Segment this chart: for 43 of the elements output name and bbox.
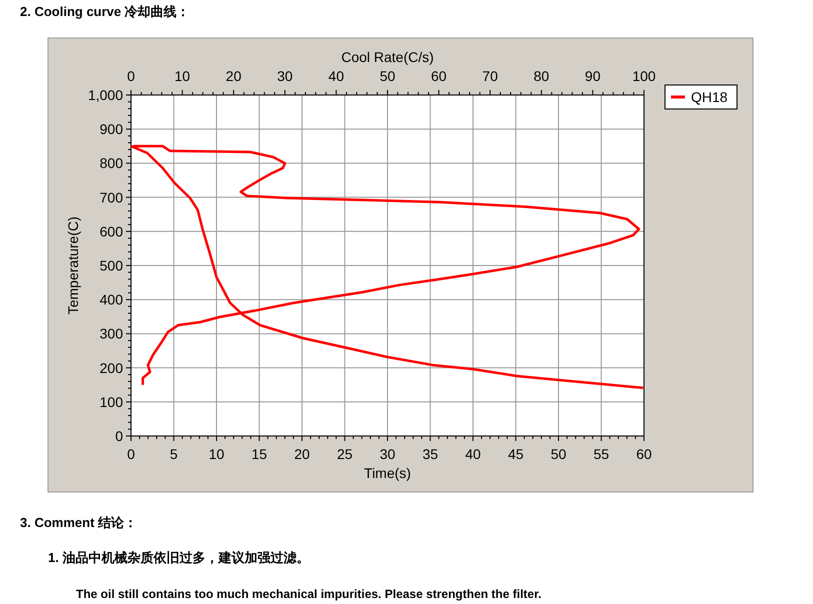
x2-tick-label: 20	[226, 68, 242, 84]
x2-tick-label: 50	[380, 68, 396, 84]
y-tick-label: 700	[100, 189, 124, 206]
x2-tick-label: 30	[277, 68, 293, 84]
y-tick-label: 0	[115, 428, 124, 444]
x-axis-title: Time(s)	[364, 465, 411, 481]
x-tick-label: 55	[593, 446, 610, 462]
y-tick-label: 500	[100, 258, 124, 274]
y-tick-label: 800	[100, 155, 124, 172]
x2-tick-label: 40	[328, 68, 344, 84]
x2-tick-label: 10	[174, 68, 190, 84]
y-tick-label: 100	[100, 394, 124, 410]
y-tick-label: 600	[100, 223, 124, 240]
x-tick-label: 50	[550, 446, 566, 462]
x2-axis-title: Cool Rate(C/s)	[341, 49, 434, 65]
text: 1. 油品中机械杂质依旧过多，建议加强过滤。	[48, 550, 310, 565]
x-tick-label: 45	[508, 446, 524, 462]
x-tick-label: 60	[636, 446, 652, 462]
y-tick-label: 200	[100, 360, 124, 376]
y-tick-label: 400	[100, 292, 124, 308]
chart-title: 2. Cooling curve 冷却曲线：	[20, 4, 190, 19]
y-tick-label: 900	[100, 121, 124, 138]
x2-tick-label: 100	[632, 68, 656, 84]
x2-tick-label: 60	[431, 68, 447, 84]
x-tick-label: 40	[465, 446, 481, 462]
y-axis-title: Temperature(C)	[65, 216, 81, 315]
legend-label: QH18	[691, 89, 728, 105]
x-tick-label: 15	[251, 446, 268, 462]
x-tick-label: 10	[208, 446, 224, 462]
x-tick-label: 0	[127, 446, 136, 462]
y-tick-label: 300	[100, 326, 124, 342]
text: 3. Comment 结论：	[20, 515, 138, 530]
text: The oil still contains too much mechanical impurities. Please strengthen the filter.	[76, 587, 542, 601]
x2-tick-label: 0	[127, 68, 136, 84]
x2-tick-label: 70	[482, 68, 498, 84]
x-tick-label: 30	[380, 446, 396, 462]
y-tick-label: 1,000	[88, 87, 124, 103]
x2-tick-label: 80	[534, 68, 550, 84]
x-tick-label: 5	[170, 446, 178, 462]
x-tick-label: 20	[294, 446, 310, 462]
x-tick-label: 25	[336, 446, 353, 462]
x2-tick-label: 90	[584, 68, 601, 84]
x-tick-label: 35	[422, 446, 438, 462]
